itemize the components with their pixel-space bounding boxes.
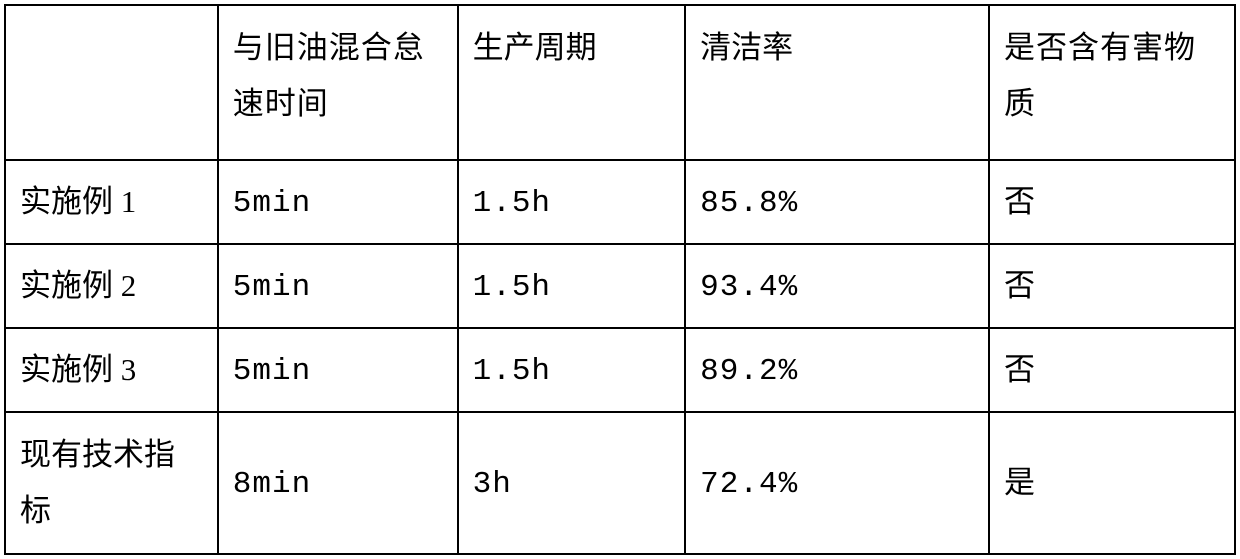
- cell-idle-time: 8min: [218, 412, 458, 554]
- row-label: 实施例 2: [5, 244, 218, 328]
- row-label: 实施例 3: [5, 328, 218, 412]
- header-cell-clean-rate: 清洁率: [685, 5, 989, 160]
- header-cell-empty: [5, 5, 218, 160]
- cell-harmful: 否: [989, 328, 1235, 412]
- cell-harmful: 否: [989, 160, 1235, 244]
- table-header-row: 与旧油混合怠速时间 生产周期 清洁率 是否含有害物质: [5, 5, 1235, 160]
- table-row: 现有技术指标 8min 3h 72.4% 是: [5, 412, 1235, 554]
- row-label: 现有技术指标: [5, 412, 218, 554]
- cell-harmful: 是: [989, 412, 1235, 554]
- row-label: 实施例 1: [5, 160, 218, 244]
- header-cell-idle-time: 与旧油混合怠速时间: [218, 5, 458, 160]
- cell-cycle: 3h: [458, 412, 686, 554]
- cell-cycle: 1.5h: [458, 244, 686, 328]
- table-row: 实施例 1 5min 1.5h 85.8% 否: [5, 160, 1235, 244]
- header-cell-harmful: 是否含有害物质: [989, 5, 1235, 160]
- header-cell-cycle: 生产周期: [458, 5, 686, 160]
- data-table: 与旧油混合怠速时间 生产周期 清洁率 是否含有害物质 实施例 1 5min 1.…: [4, 4, 1236, 555]
- cell-cycle: 1.5h: [458, 328, 686, 412]
- table-row: 实施例 2 5min 1.5h 93.4% 否: [5, 244, 1235, 328]
- cell-clean-rate: 72.4%: [685, 412, 989, 554]
- cell-harmful: 否: [989, 244, 1235, 328]
- cell-idle-time: 5min: [218, 328, 458, 412]
- cell-idle-time: 5min: [218, 244, 458, 328]
- cell-idle-time: 5min: [218, 160, 458, 244]
- cell-clean-rate: 85.8%: [685, 160, 989, 244]
- cell-clean-rate: 93.4%: [685, 244, 989, 328]
- table-row: 实施例 3 5min 1.5h 89.2% 否: [5, 328, 1235, 412]
- cell-cycle: 1.5h: [458, 160, 686, 244]
- cell-clean-rate: 89.2%: [685, 328, 989, 412]
